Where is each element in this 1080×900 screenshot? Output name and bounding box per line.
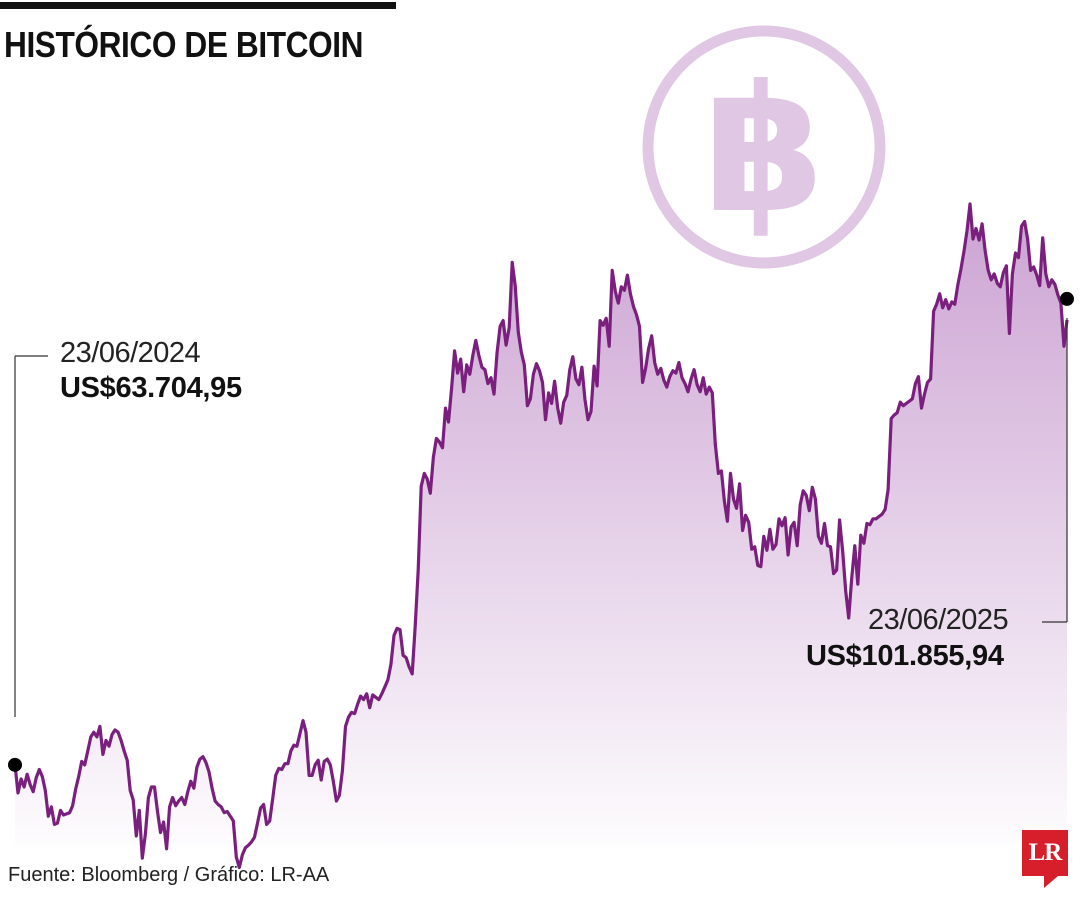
start-point-marker — [8, 757, 22, 772]
end-point-marker — [1060, 291, 1074, 306]
start-value-label: US$63.704,95 — [60, 372, 242, 404]
price-line — [13, 202, 1069, 870]
chart-title: HISTÓRICO DE BITCOIN — [4, 24, 364, 65]
end-value-label: US$101.855,94 — [806, 640, 1004, 672]
bitcoin-logo-icon: ฿ — [642, 25, 886, 269]
start-date-label: 23/06/2024 — [60, 337, 201, 369]
svg-text:฿: ฿ — [703, 49, 825, 252]
lr-logo-tail — [1044, 876, 1058, 888]
title-rule — [0, 2, 396, 9]
source-note: Fuente: Bloomberg / Gráfico: LR-AA — [8, 864, 330, 886]
lr-logo: LR — [1022, 830, 1068, 876]
price-area — [15, 204, 1067, 868]
end-date-label: 23/06/2025 — [868, 604, 1009, 636]
